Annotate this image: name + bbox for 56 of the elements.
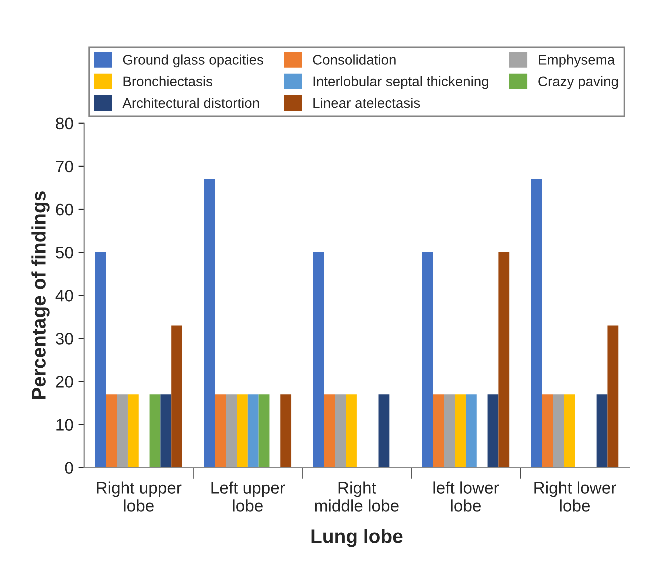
y-tick-label: 40 [56, 290, 74, 302]
bar [160, 394, 172, 468]
bar [488, 394, 499, 468]
x-tick-label: Right middle lobe [315, 482, 399, 512]
bar [422, 252, 434, 468]
y-tick-label: 70 [56, 160, 74, 173]
bar [106, 394, 118, 468]
legend-label: Crazy paving [538, 76, 618, 90]
bar [466, 394, 477, 468]
bar [280, 394, 292, 468]
y-tick-label: 20 [56, 376, 74, 388]
x-tick-label: left lower lobe [434, 482, 500, 512]
bar [335, 394, 346, 468]
y-tick-label: 60 [56, 204, 74, 216]
legend-label: Ground glass opacities [123, 54, 264, 68]
bar [596, 394, 608, 468]
bar [444, 394, 456, 468]
bar [455, 394, 466, 468]
bar [542, 394, 554, 468]
bar [313, 252, 324, 468]
bar [346, 394, 357, 468]
legend-label: Bronchiectasis [124, 76, 212, 87]
y-tick-label: 50 [56, 246, 74, 259]
bar [172, 326, 182, 468]
y-tick-label: 10 [56, 419, 74, 431]
x-tick-label: Left upper lobe [212, 482, 286, 512]
bar [95, 252, 106, 468]
bar [226, 394, 238, 468]
bar [608, 326, 619, 468]
bar [150, 394, 161, 468]
bar [117, 394, 128, 468]
bar [324, 394, 336, 468]
bar [215, 394, 226, 468]
bar [248, 394, 259, 468]
bar [237, 394, 248, 468]
bar [378, 394, 390, 468]
bar [531, 179, 542, 468]
bar [258, 394, 270, 468]
x-tick-label: Right lower lobe [534, 482, 616, 512]
x-axis-title: Lung lobe [312, 529, 403, 548]
y-tick-label: 0 [65, 462, 74, 474]
bar [433, 394, 444, 468]
bar [128, 394, 139, 468]
legend-label: Architectural distortion [122, 98, 260, 108]
legend-label: Emphysema [539, 54, 616, 68]
legend-label: Interlobular septal thickening [314, 76, 488, 90]
bar [564, 394, 576, 468]
x-tick-label: Right upper lobe [97, 482, 182, 512]
legend-label: Consolidation [313, 54, 396, 65]
bar [498, 252, 510, 468]
y-tick-label: 30 [56, 333, 74, 345]
bar [553, 394, 564, 468]
legend-label: Linear atelectasis [314, 98, 420, 108]
bar [204, 179, 216, 468]
y-axis-title: Percentage of findings [32, 192, 50, 400]
y-tick-label: 80 [56, 118, 74, 130]
